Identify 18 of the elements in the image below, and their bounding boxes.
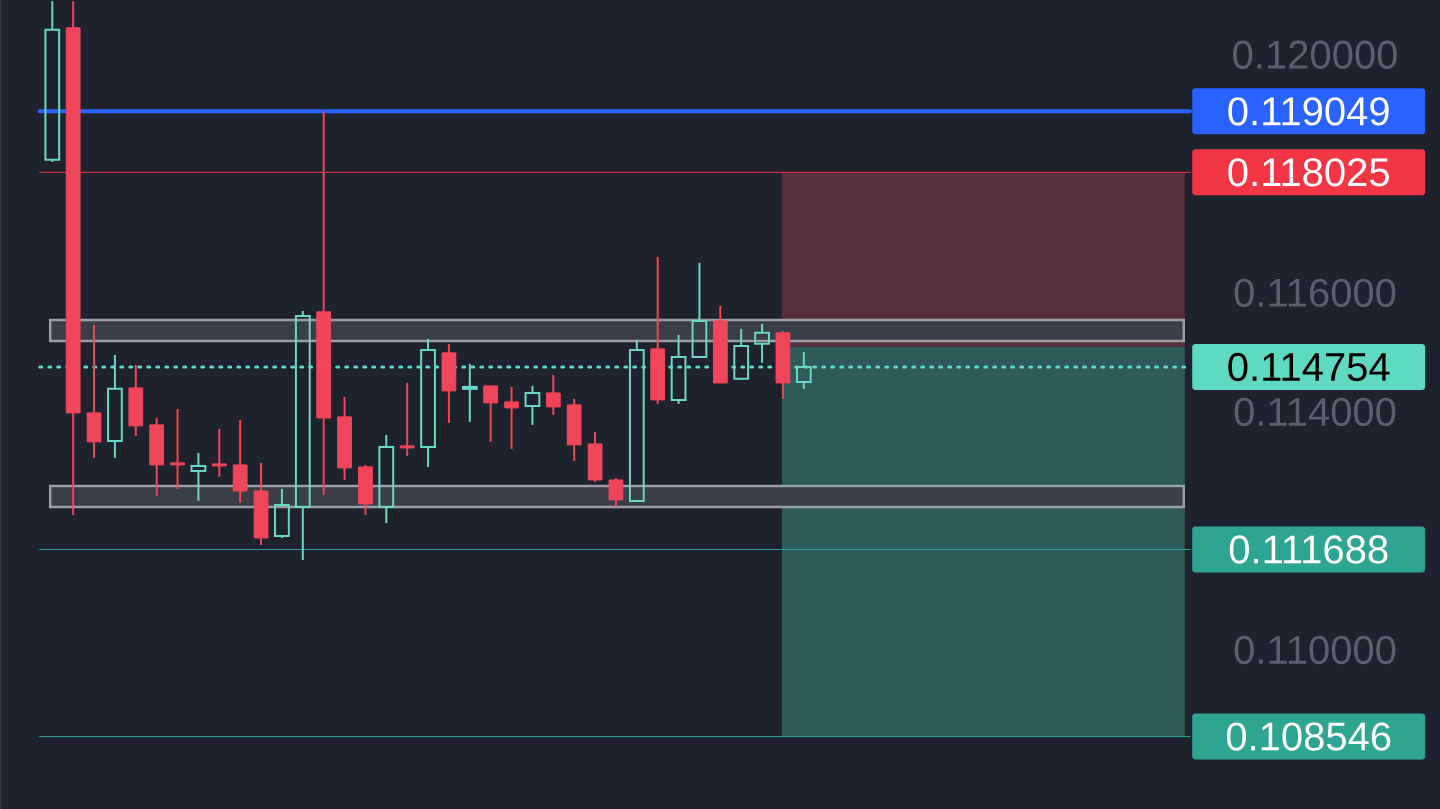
candlestick [170,407,185,490]
y-tick-label: 0.116000 [1234,278,1396,308]
candlestick [190,451,207,502]
candlestick [545,373,561,416]
candlestick [608,476,624,508]
y-tick-label: 0.114000 [1234,397,1396,427]
ref-line-label: 0.114754 [1228,352,1390,382]
y-tick-label: 0.120000 [1233,40,1397,69]
candlestick [483,384,499,443]
candlestick [504,385,519,450]
y-tick-label: 0.110000 [1234,635,1396,665]
ref-line-label: 0.111688 [1229,535,1388,564]
ref-line-label: 0.118025 [1228,158,1389,187]
ref-line-label: 0.108546 [1226,722,1391,751]
candlestick [399,381,415,457]
candlestick [211,427,227,478]
candlestick [378,433,395,525]
ref-line-label: 0.119049 [1228,97,1389,126]
